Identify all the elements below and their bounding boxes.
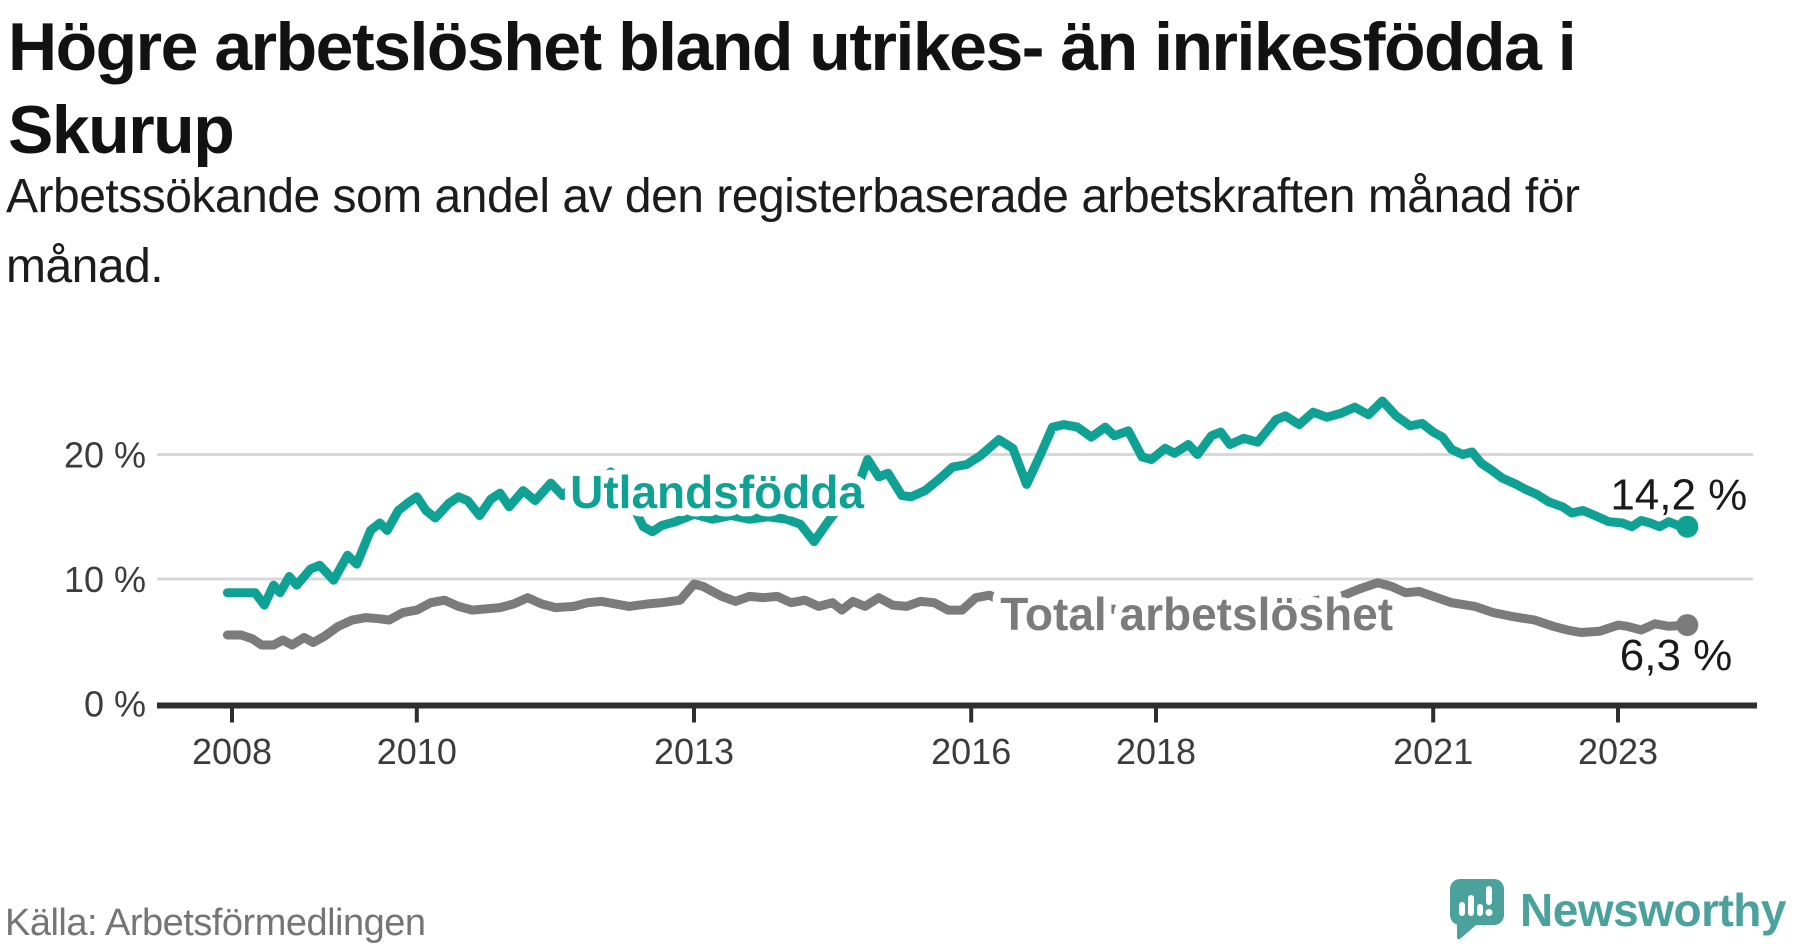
brand-name: Newsworthy: [1520, 884, 1786, 936]
logo-exclamation-bar: [1486, 886, 1493, 905]
x-tick-label-2018: 2018: [1116, 731, 1196, 772]
series-total-arbetsl-shet: Total arbetslöshet 6,3 %: [222, 578, 1733, 680]
chart-subtitle: Arbetssökande som andel av den registerb…: [6, 170, 1580, 293]
chart-title-line-2: Skurup: [8, 91, 235, 168]
x-tick-label-2021: 2021: [1393, 731, 1473, 772]
series-line-total-arbetsl-shet: [222, 578, 1692, 650]
gridlines: [157, 453, 1753, 581]
series-label-utlandsf-dda: Utlandsfödda: [570, 466, 864, 518]
x-tick-label-2008: 2008: [192, 731, 272, 772]
y-axis-labels: 20 % 10 % 0 %: [64, 435, 146, 725]
source-note: Källa: Arbetsförmedlingen: [5, 902, 426, 944]
logo-exclamation-dot: [1485, 909, 1493, 916]
series-line-utlandsf-dda: [222, 396, 1692, 610]
logo-bar-3: [1477, 904, 1484, 916]
newsworthy-logo-icon: [1450, 879, 1505, 940]
series-end-dot-utlandsf-dda: [1676, 515, 1699, 538]
y-tick-label-10: 10 %: [64, 559, 146, 600]
y-tick-label-20: 20 %: [64, 435, 146, 476]
series-end-dot-total-arbetsl-shet: [1676, 614, 1699, 637]
logo-bar-1: [1459, 902, 1466, 916]
x-tick-label-2023: 2023: [1578, 731, 1658, 772]
chart-title: Högre arbetslöshet bland utrikes- än inr…: [8, 6, 1577, 172]
chart-title-line-1: Högre arbetslöshet bland utrikes- än inr…: [8, 9, 1577, 85]
y-tick-label-0: 0 %: [84, 684, 146, 725]
x-axis-ticks: 2008 2010 2013 2016 2018 2021 2023: [192, 708, 1658, 772]
series-label-total-arbetsl-shet: Total arbetslöshet: [1000, 588, 1393, 640]
x-tick-label-2010: 2010: [377, 731, 457, 772]
x-tick-label-2016: 2016: [931, 731, 1011, 772]
brand-lockup: Newsworthy: [1450, 874, 1786, 946]
logo-bar-2: [1468, 895, 1475, 916]
value-label-utlandsf-dda: 14,2 %: [1610, 471, 1747, 520]
series-utlandsf-dda: Utlandsfödda 14,2 %: [222, 396, 1747, 610]
value-label-total-arbetsl-shet: 6,3 %: [1620, 631, 1733, 680]
x-tick-label-2013: 2013: [654, 731, 734, 772]
